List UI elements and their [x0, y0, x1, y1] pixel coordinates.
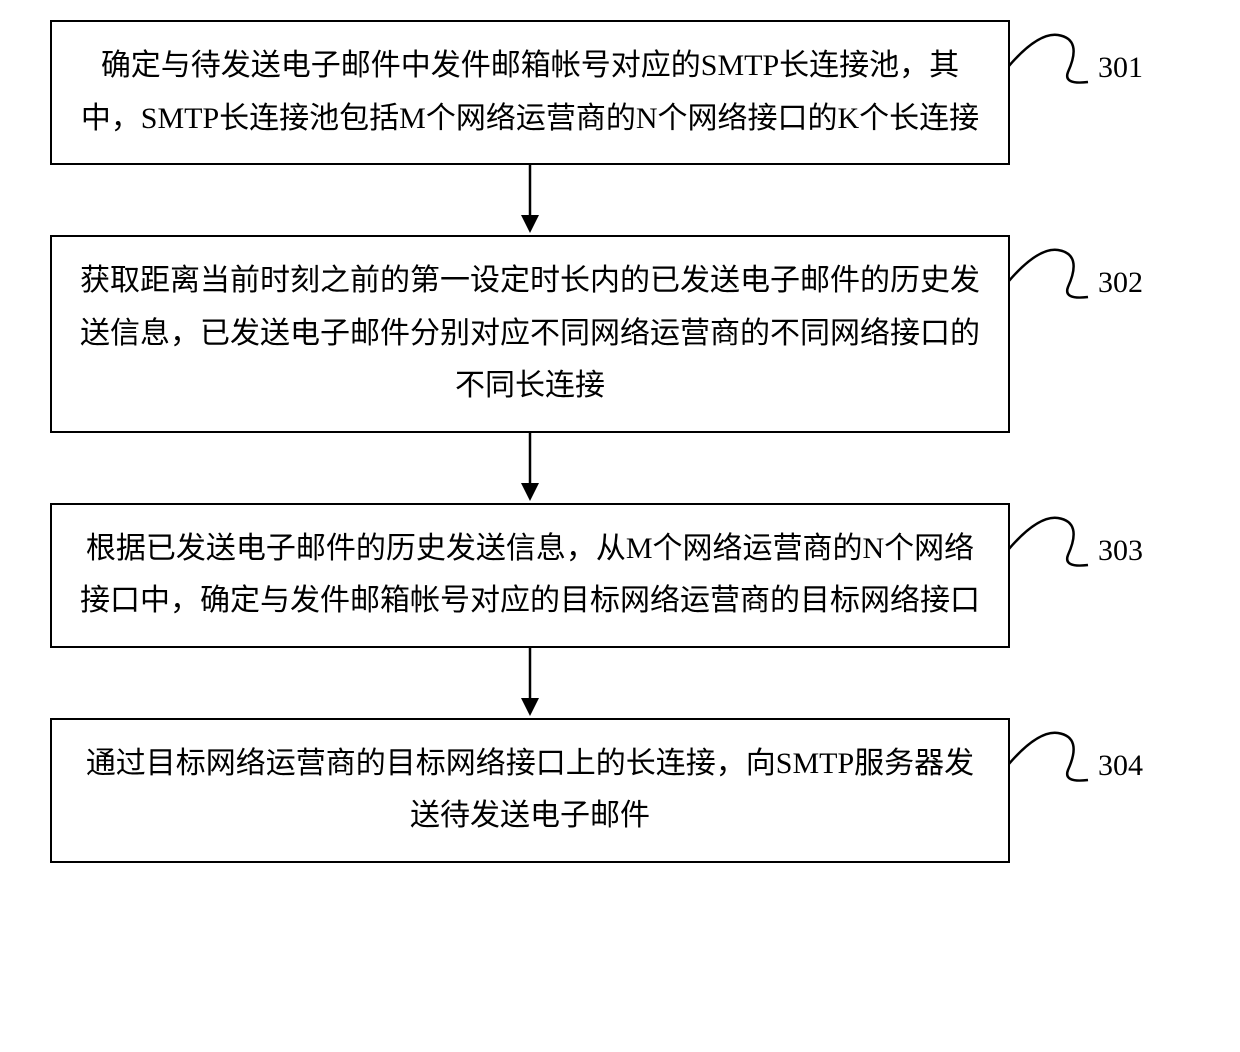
- arrow-connector: [50, 648, 1010, 718]
- flow-step-label: 301: [1098, 42, 1143, 95]
- arrow-connector: [50, 433, 1010, 503]
- arrow-connector: [50, 165, 1010, 235]
- flowchart-container: 确定与待发送电子邮件中发件邮箱帐号对应的SMTP长连接池，其中，SMTP长连接池…: [50, 20, 1190, 863]
- flow-step-text: 确定与待发送电子邮件中发件邮箱帐号对应的SMTP长连接池，其中，SMTP长连接池…: [81, 49, 979, 135]
- connector-304: [1008, 725, 1108, 795]
- connector-302: [1008, 242, 1108, 312]
- flow-step-label: 304: [1098, 740, 1143, 793]
- flow-step-302: 获取距离当前时刻之前的第一设定时长内的已发送电子邮件的历史发送信息，已发送电子邮…: [50, 235, 1010, 433]
- flow-step-304: 通过目标网络运营商的目标网络接口上的长连接，向SMTP服务器发送待发送电子邮件 …: [50, 718, 1010, 863]
- connector-301: [1008, 27, 1108, 97]
- flow-step-text: 通过目标网络运营商的目标网络接口上的长连接，向SMTP服务器发送待发送电子邮件: [86, 747, 974, 833]
- flow-step-label: 303: [1098, 525, 1143, 578]
- flow-step-label: 302: [1098, 257, 1143, 310]
- connector-303: [1008, 510, 1108, 580]
- flow-step-303: 根据已发送电子邮件的历史发送信息，从M个网络运营商的N个网络接口中，确定与发件邮…: [50, 503, 1010, 648]
- flow-step-text: 根据已发送电子邮件的历史发送信息，从M个网络运营商的N个网络接口中，确定与发件邮…: [80, 532, 980, 618]
- flow-step-text: 获取距离当前时刻之前的第一设定时长内的已发送电子邮件的历史发送信息，已发送电子邮…: [80, 264, 980, 402]
- flow-step-301: 确定与待发送电子邮件中发件邮箱帐号对应的SMTP长连接池，其中，SMTP长连接池…: [50, 20, 1010, 165]
